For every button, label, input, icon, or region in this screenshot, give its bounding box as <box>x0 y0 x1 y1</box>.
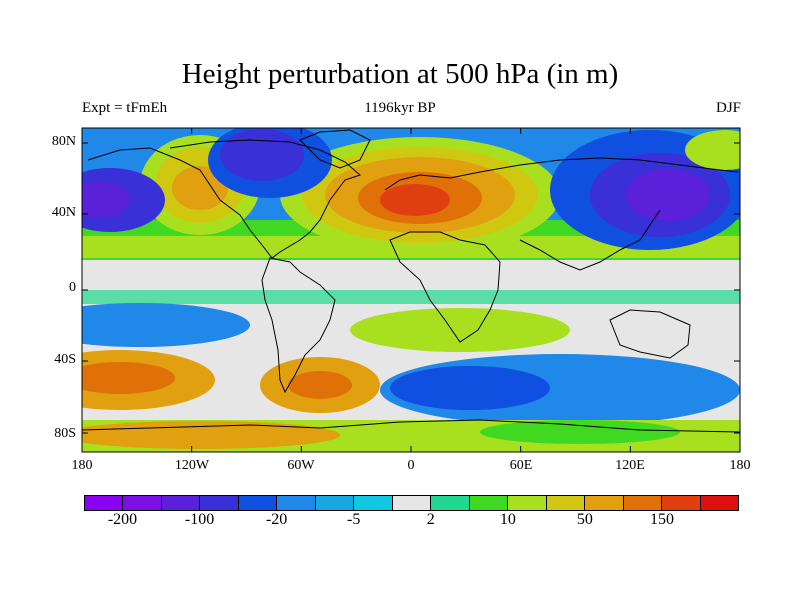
tropical-band <box>82 290 740 304</box>
colorbar-cell <box>85 496 124 510</box>
south-pacific-high-core <box>82 362 175 394</box>
south-atlantic-high-core <box>288 371 352 399</box>
colorbar-cell <box>354 496 393 510</box>
plot-title: Height perturbation at 500 hPa (in m) <box>181 58 619 90</box>
colorbar-label: -100 <box>184 511 215 528</box>
south-america-coast <box>261 257 336 394</box>
colorbar-label: 50 <box>576 511 593 528</box>
colorbar <box>84 495 739 511</box>
eurasia-north-coast <box>384 157 739 191</box>
colorbar-cell <box>431 496 470 510</box>
colorbar-label: -20 <box>265 511 288 528</box>
colorbar-label: 2 <box>426 511 435 528</box>
colorbar-label: -5 <box>347 511 361 528</box>
colorbar-cell <box>508 496 547 510</box>
colorbar-cell <box>277 496 316 510</box>
lat-label-40s: 40S <box>54 352 76 367</box>
southern-ocean-low-core <box>390 366 550 410</box>
colorbar-label: 10 <box>499 511 516 528</box>
lon-label-120e: 120E <box>615 458 645 473</box>
canada-low-core <box>220 129 304 181</box>
colorbar-cell <box>700 496 738 510</box>
colorbar-cell <box>200 496 239 510</box>
atlantic-high-core <box>380 184 450 216</box>
antarctic-high <box>82 421 340 449</box>
colorbar-cell <box>238 496 278 510</box>
colorbar-cell <box>161 496 201 510</box>
sh-pacific-blue <box>82 303 250 347</box>
north-america-coast <box>87 139 361 259</box>
australia-coast <box>609 309 691 359</box>
lat-label-0: 0 <box>69 280 76 295</box>
antarctic-green <box>480 420 680 444</box>
axis-ticks <box>81 128 741 452</box>
lon-label-180w: 180 <box>71 458 93 473</box>
pacific-high-core <box>172 166 228 210</box>
lat-label-80n: 80N <box>51 134 76 149</box>
lat-label-80s: 80S <box>54 426 76 441</box>
ne-asia-high <box>685 130 740 170</box>
height-field <box>82 128 740 452</box>
colorbar-label: -200 <box>107 511 138 528</box>
antarctica-coast <box>81 419 741 433</box>
south-asia-coast <box>519 209 661 271</box>
coastlines <box>81 129 741 433</box>
season-label: DJF <box>715 100 741 116</box>
dateline-low-core <box>82 182 130 218</box>
lat-label-40n: 40N <box>51 205 76 220</box>
sh-indian-band <box>350 308 570 352</box>
lon-label-60w: 60W <box>287 458 315 473</box>
lon-label-180e: 180 <box>729 458 751 473</box>
colorbar-cell <box>546 496 586 510</box>
experiment-label: Expt = tFmEh <box>82 100 168 116</box>
time-label: 1196kyr BP <box>364 100 436 116</box>
colorbar-label: 150 <box>649 511 674 528</box>
lon-label-120w: 120W <box>174 458 210 473</box>
lon-label-0: 0 <box>407 458 415 473</box>
colorbar-cell <box>623 496 663 510</box>
colorbar-cell <box>392 496 432 510</box>
asia-low-core <box>626 169 710 221</box>
colorbar-cell <box>585 496 624 510</box>
greenland-coast <box>299 129 371 169</box>
lon-label-60e: 60E <box>509 458 533 473</box>
africa-coast <box>389 231 501 343</box>
colorbar-cell <box>123 496 162 510</box>
colorbar-cell <box>662 496 701 510</box>
colorbar-cell <box>469 496 509 510</box>
colorbar-cell <box>315 496 355 510</box>
